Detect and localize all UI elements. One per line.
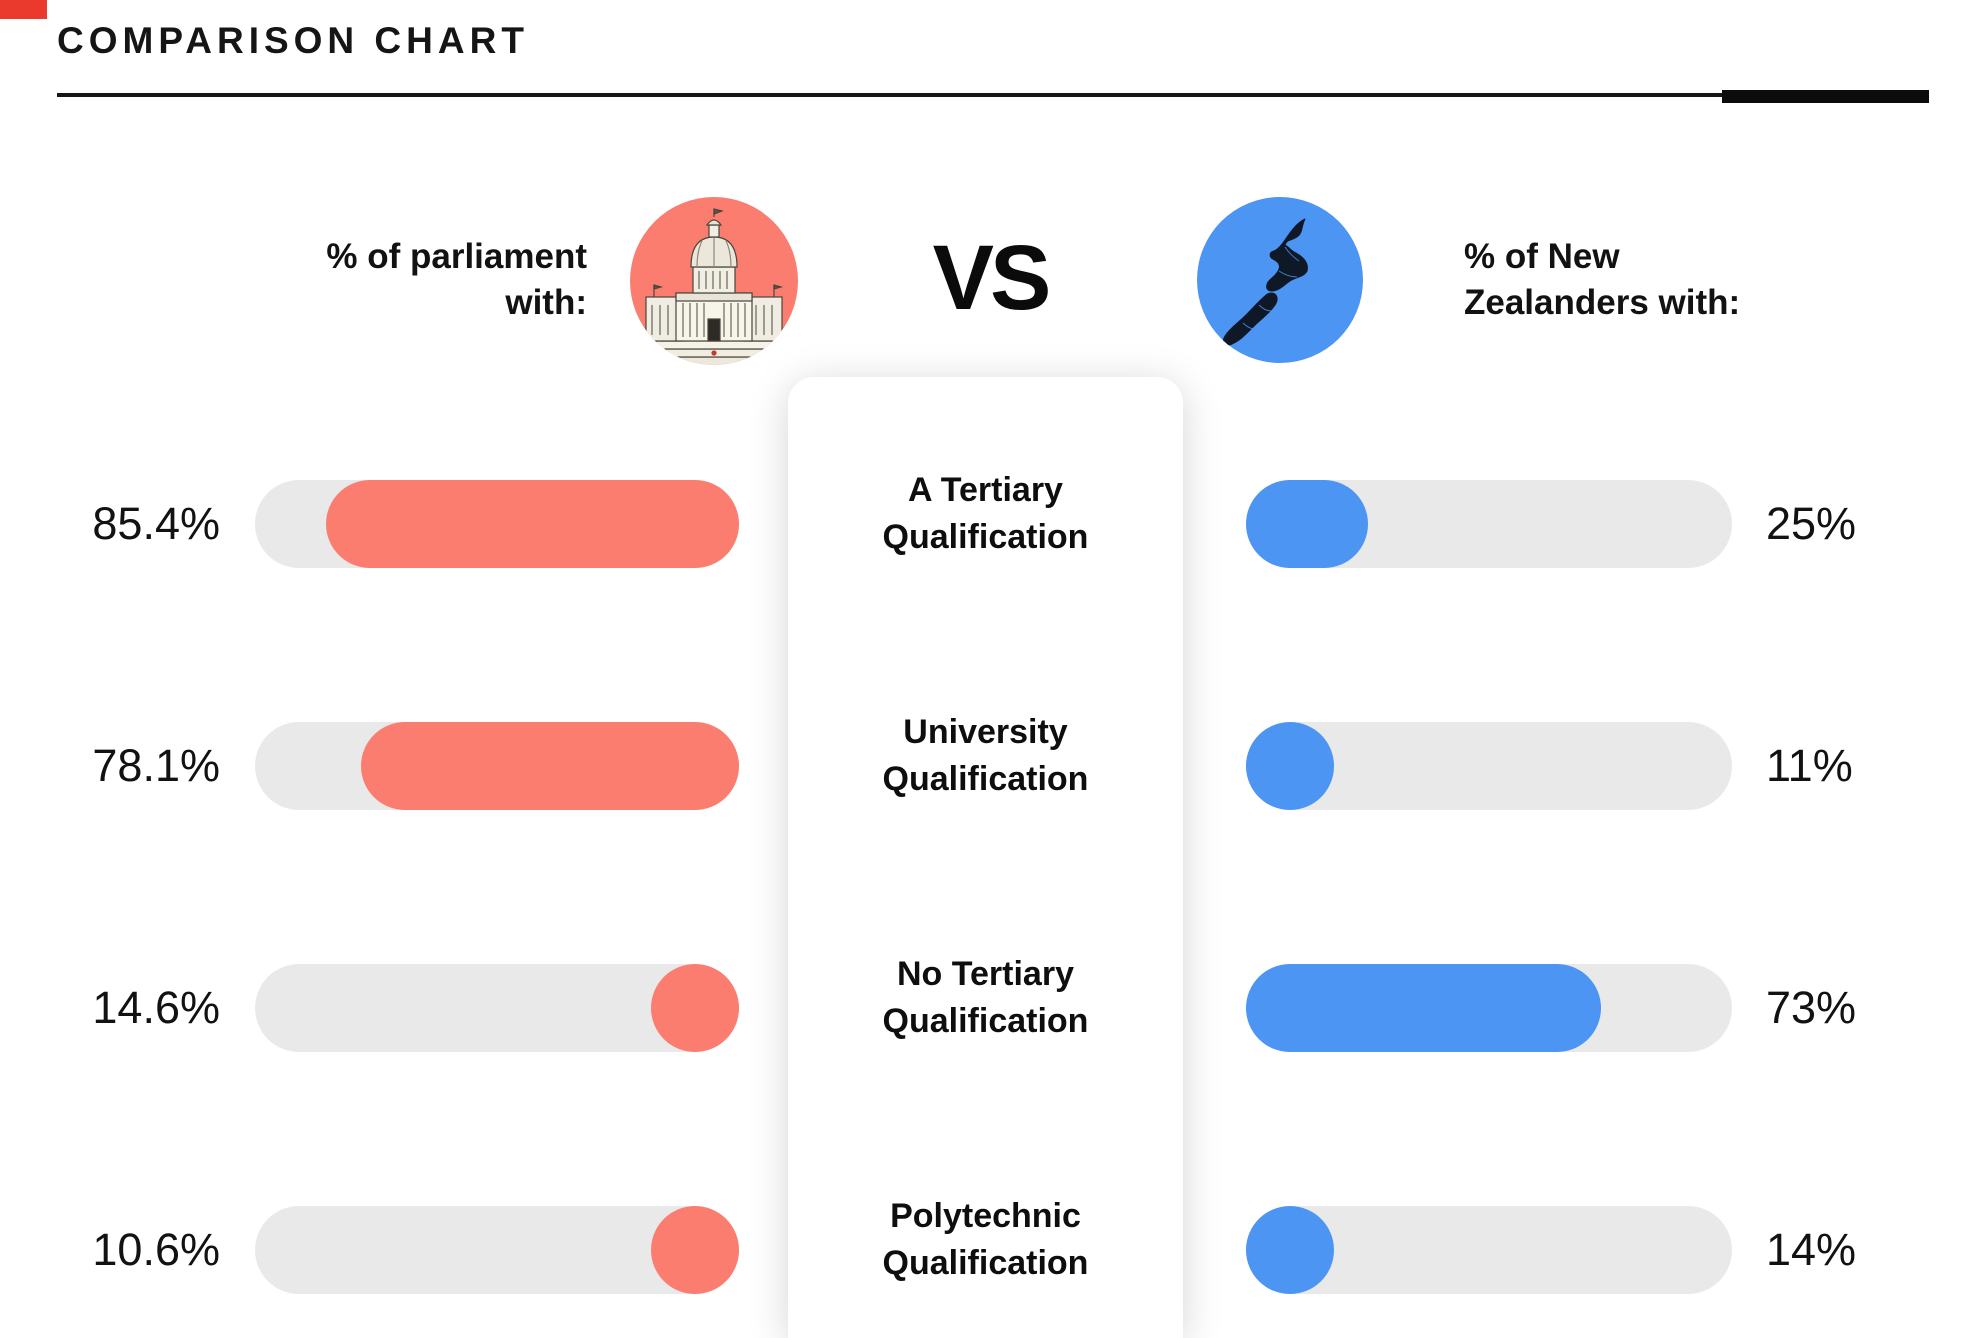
- parliament-bar-fill: [325, 480, 739, 568]
- nz-value-label: 14%: [1766, 1224, 1857, 1275]
- row-tertiary-qualification: 85.4% A Tertiary Qualification 25%: [0, 471, 1962, 568]
- title-rule: [57, 93, 1722, 97]
- parliament-bar-fill: [361, 722, 739, 810]
- nz-value-label: 73%: [1766, 982, 1857, 1033]
- category-card: [788, 377, 1183, 1338]
- nz-bar-fill: [1246, 722, 1334, 810]
- category-label: A Tertiary Qualification: [788, 467, 1183, 561]
- parliament-building-illustration: [643, 208, 785, 365]
- parliament-bar-track: [255, 480, 739, 568]
- category-line: University: [903, 712, 1068, 751]
- parliament-value-label: 14.6%: [92, 982, 220, 1033]
- category-label: No Tertiary Qualification: [788, 951, 1183, 1045]
- category-label: Polytechnic Qualification: [788, 1193, 1183, 1287]
- parliament-bar-fill: [651, 964, 739, 1052]
- row-university-qualification: 78.1% University Qualification 11%: [0, 713, 1962, 810]
- page-title: COMPARISON CHART: [57, 20, 529, 61]
- nz-bar-track: [1246, 480, 1732, 568]
- nz-bar-track: [1246, 964, 1732, 1052]
- category-line: Qualification: [882, 1001, 1089, 1040]
- nz-bar-track: [1246, 722, 1732, 810]
- parliament-bar-fill: [651, 1206, 739, 1294]
- category-line: No Tertiary: [897, 954, 1074, 993]
- row-no-tertiary-qualification: 14.6% No Tertiary Qualification 73%: [0, 955, 1962, 1052]
- category-line: Qualification: [882, 1243, 1089, 1282]
- parliament-value-label: 78.1%: [92, 740, 220, 791]
- parliament-header-line2: with:: [505, 283, 587, 323]
- row-polytechnic-qualification: 10.6% Polytechnic Qualification 14%: [0, 1197, 1962, 1294]
- nz-header-line2: Zealanders with:: [1464, 283, 1741, 323]
- nz-bar-track: [1246, 1206, 1732, 1294]
- category-line: A Tertiary: [908, 470, 1063, 509]
- parliament-header-label: % of parliament with:: [180, 234, 587, 326]
- vs-label: VS: [932, 227, 1052, 329]
- parliament-value-label: 10.6%: [92, 1224, 220, 1275]
- title-rule-accent: [1722, 90, 1929, 103]
- nz-bar-fill: [1246, 964, 1601, 1052]
- parliament-bar-track: [255, 722, 739, 810]
- nz-header-label: % of New Zealanders with:: [1464, 234, 1884, 326]
- new-zealand-map-silhouette: [1220, 218, 1308, 355]
- nz-value-label: 25%: [1766, 498, 1857, 549]
- corner-mark: [0, 0, 47, 19]
- parliament-value-label: 85.4%: [92, 498, 220, 549]
- category-line: Polytechnic: [890, 1196, 1081, 1235]
- nz-value-label: 11%: [1766, 740, 1853, 791]
- new-zealand-map-icon: [1197, 197, 1363, 363]
- category-line: Qualification: [882, 759, 1089, 798]
- category-line: Qualification: [882, 517, 1089, 556]
- parliament-header-line1: % of parliament: [326, 237, 587, 276]
- nz-bar-fill: [1246, 1206, 1334, 1294]
- nz-header-line1: % of New: [1464, 237, 1620, 276]
- parliament-bar-track: [255, 964, 739, 1052]
- parliament-building-icon: [630, 197, 798, 365]
- nz-bar-fill: [1246, 480, 1368, 568]
- parliament-bar-track: [255, 1206, 739, 1294]
- category-label: University Qualification: [788, 709, 1183, 803]
